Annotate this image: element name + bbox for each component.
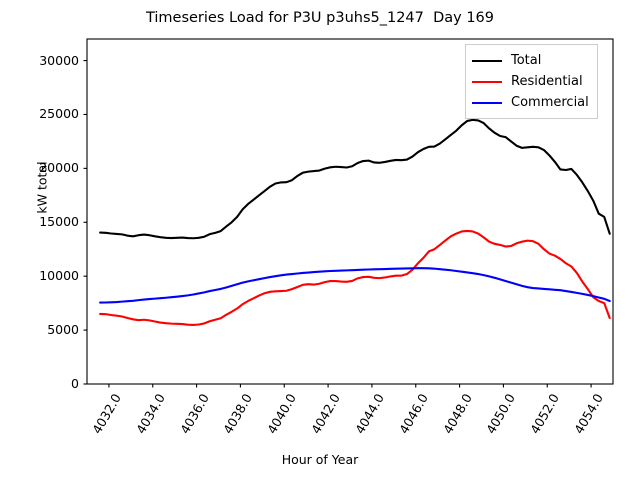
legend-line-swatch-icon (472, 59, 502, 62)
legend-line-swatch-icon (472, 101, 502, 104)
y-tick-marks (83, 60, 87, 385)
x-axis-label: Hour of Year (281, 452, 359, 467)
legend-label: Total (511, 53, 542, 68)
series-line-residential (99, 229, 611, 326)
y-tick-label: 15000 (39, 214, 79, 230)
y-tick-label: 5000 (47, 322, 79, 338)
series-line-total (99, 118, 611, 240)
y-tick-label: 30000 (39, 52, 79, 68)
series-line-commercial (99, 267, 611, 304)
chart-title: Timeseries Load for P3U p3uhs5_1247 Day … (145, 10, 495, 26)
legend-line-swatch-icon (472, 80, 502, 83)
legend-label: Commercial (511, 95, 589, 110)
x-tick-marks (108, 384, 592, 388)
chart-legend: Total Residential Commercial (465, 44, 598, 119)
y-tick-label: 20000 (39, 160, 79, 176)
series-lines (99, 118, 611, 326)
y-tick-label: 10000 (39, 268, 79, 284)
legend-label: Residential (511, 74, 583, 89)
legend-item-residential: Residential (472, 71, 589, 92)
y-tick-label: 25000 (39, 106, 79, 122)
legend-item-total: Total (472, 50, 589, 71)
y-tick-label: 0 (71, 376, 79, 391)
legend-item-commercial: Commercial (472, 92, 589, 113)
y-axis-label: kW total (34, 161, 50, 214)
